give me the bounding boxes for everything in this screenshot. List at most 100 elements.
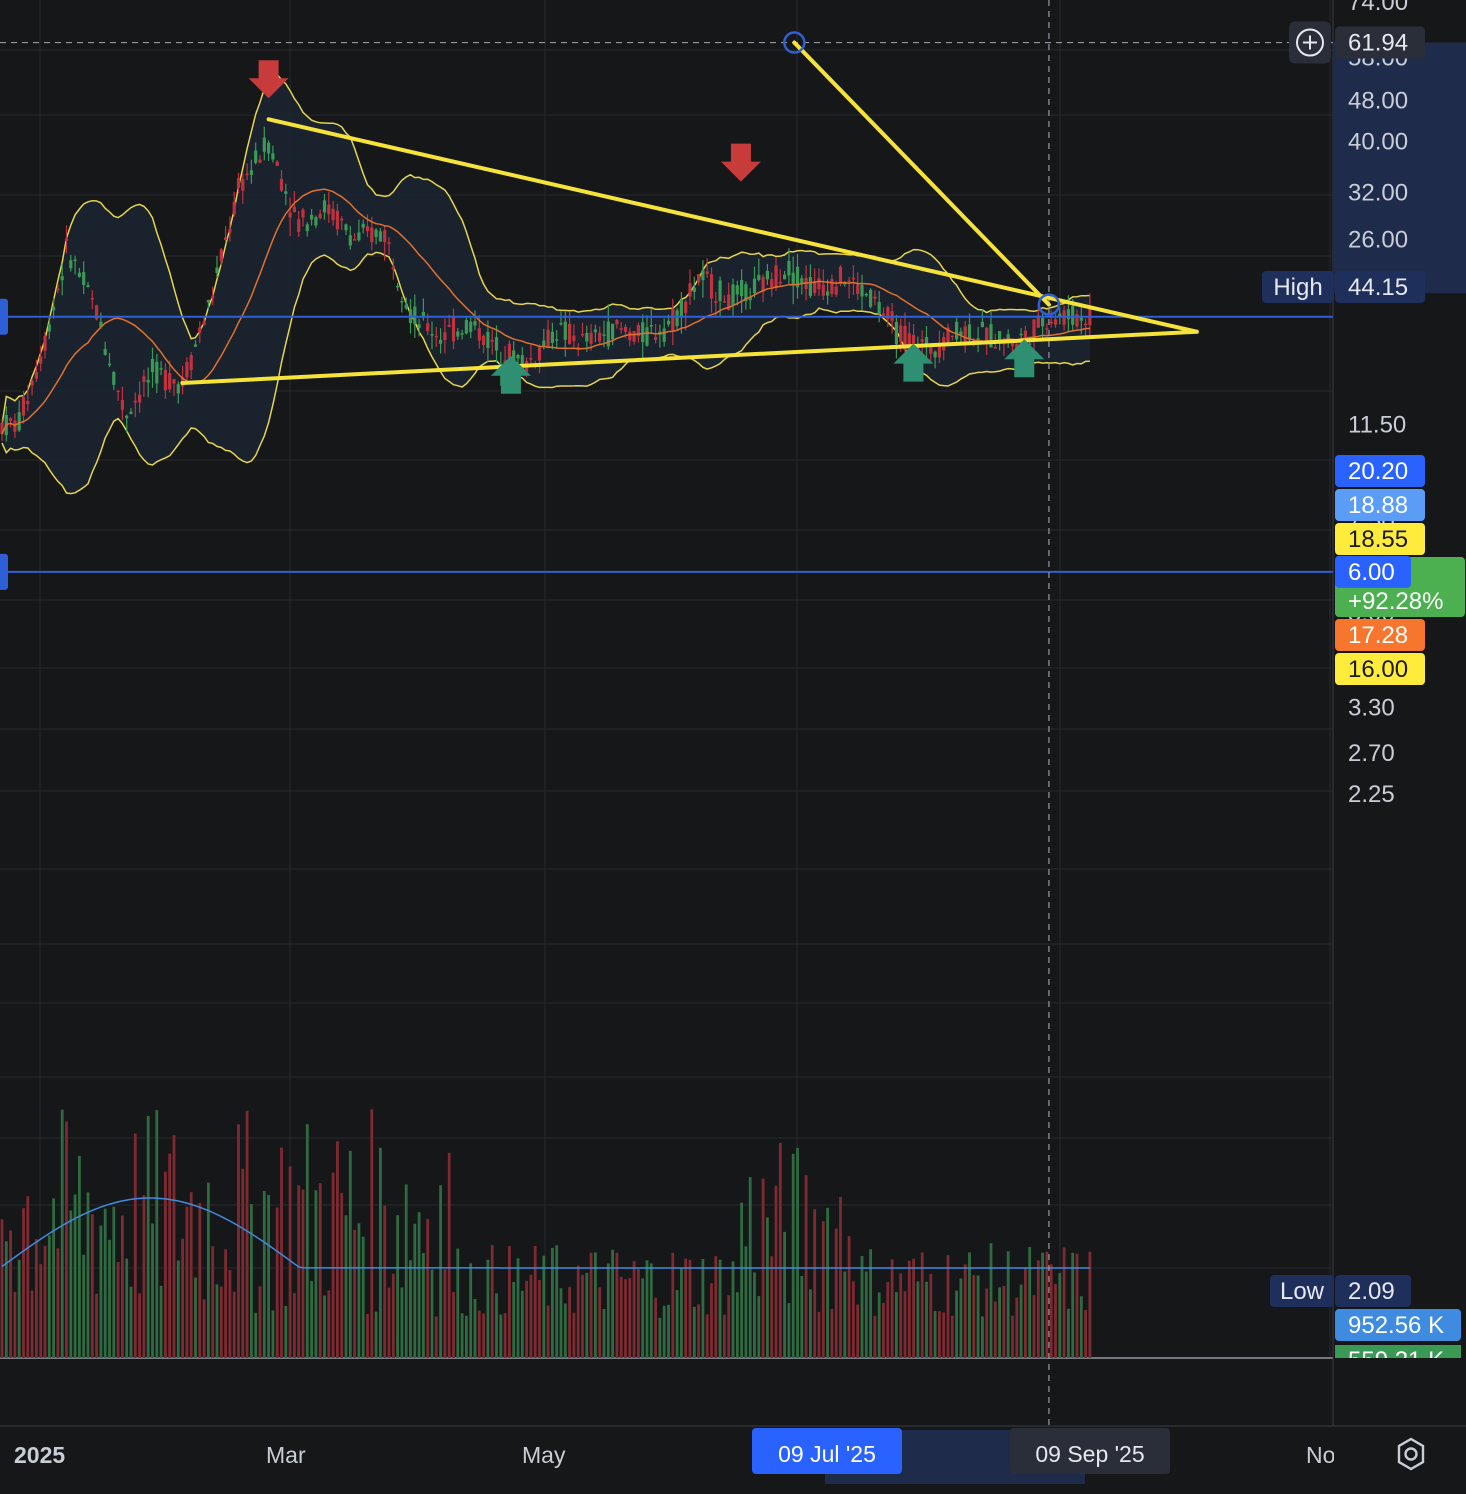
arrow-up-icon[interactable] — [893, 343, 934, 382]
volume-bar — [219, 1286, 223, 1358]
volume-bar — [82, 1254, 86, 1358]
volume-bar — [1058, 1273, 1062, 1358]
volume-bar — [327, 1290, 331, 1358]
volume-last-value: 559.21 K — [1348, 1347, 1444, 1374]
candle-body — [288, 212, 292, 218]
arrow-down-icon[interactable] — [248, 60, 289, 99]
volume-bar — [778, 1142, 782, 1358]
price-label-bb-mid — [1335, 489, 1425, 521]
volume-bar — [146, 1116, 150, 1358]
volume-bar — [731, 1261, 735, 1358]
volume-bar — [993, 1301, 997, 1358]
candle-body — [778, 281, 782, 284]
trendline-lower-support[interactable] — [180, 329, 1199, 385]
candle-body — [976, 338, 980, 341]
volume-bar — [804, 1175, 808, 1358]
candle-body — [417, 324, 421, 328]
volume-bar — [151, 1223, 154, 1358]
candle-body — [267, 142, 271, 154]
volume-bar — [138, 1293, 141, 1358]
volume-bar — [538, 1279, 541, 1358]
y-tick-label: 32.00 — [1348, 179, 1408, 206]
volume-bar — [1011, 1315, 1014, 1358]
candle-body — [279, 178, 284, 191]
volume-bar — [293, 1293, 296, 1358]
x-label-bg — [752, 1428, 902, 1474]
candle-body — [718, 280, 722, 301]
trendline-projection[interactable] — [792, 40, 1051, 307]
trendline-handle[interactable] — [1037, 293, 1061, 316]
volume-bar — [495, 1293, 498, 1358]
arrow-up-icon[interactable] — [1004, 339, 1045, 378]
candle-body — [387, 242, 391, 245]
candle-body — [224, 237, 228, 240]
drawings[interactable] — [0, 0, 1333, 1426]
candle-body — [959, 331, 963, 336]
volume-bar — [525, 1280, 528, 1358]
candle-body — [413, 306, 417, 325]
band-upper-line — [1, 73, 1090, 426]
trendline-handle[interactable] — [783, 31, 806, 54]
candle-body — [894, 321, 898, 345]
volume-bar — [826, 1207, 829, 1358]
volume-bar — [619, 1276, 623, 1358]
plus-circle-icon[interactable] — [1289, 21, 1331, 64]
candle-body — [998, 331, 1002, 344]
candle-body — [172, 379, 176, 384]
volume-bar — [852, 1281, 855, 1358]
volume-bar — [336, 1141, 339, 1358]
price-label-text: 16.00 — [1348, 656, 1408, 683]
horizontal-line-handle[interactable] — [0, 298, 8, 335]
candle-body — [856, 284, 860, 294]
volume-bar — [465, 1315, 468, 1358]
candle-body — [155, 361, 159, 384]
volume-bar — [654, 1297, 657, 1358]
candle-body — [189, 355, 193, 371]
candle-body — [615, 320, 619, 325]
candle-body — [851, 277, 855, 280]
y-tick-label: 3.30 — [1348, 694, 1395, 721]
horizontal-line-handle[interactable] — [0, 553, 8, 590]
arrow-up-icon[interactable] — [490, 355, 531, 394]
price-axis[interactable]: 58.0026.002.2590.0074.0048.0040.0032.001… — [1334, 0, 1466, 808]
candle-body — [340, 218, 344, 221]
candle-body — [1028, 343, 1032, 345]
gear-icon[interactable] — [1390, 1433, 1432, 1475]
candle-body — [469, 321, 473, 332]
volume-bar — [241, 1168, 245, 1358]
volume-bar — [413, 1223, 417, 1358]
volume-bar — [611, 1249, 614, 1358]
candle-body — [456, 331, 460, 337]
candle-body — [275, 161, 279, 167]
volume-bar — [555, 1245, 559, 1358]
x-tick-label: May — [522, 1442, 566, 1468]
candle-body — [185, 362, 189, 378]
volume-bar — [39, 1264, 43, 1358]
candle-body — [748, 297, 752, 301]
arrow-down-icon[interactable] — [720, 143, 761, 182]
x-highlight-label: 09 Jul '25 — [778, 1441, 876, 1467]
candle-body — [619, 328, 623, 330]
low-label: Low — [1280, 1278, 1325, 1305]
candle-body — [1084, 323, 1088, 326]
candle-body — [838, 266, 843, 284]
volume-bar — [391, 1273, 395, 1358]
candle-body — [150, 358, 155, 373]
volume-bar — [232, 1291, 236, 1358]
candle-body — [365, 226, 370, 232]
volume-bar — [542, 1255, 546, 1358]
volume-bar — [847, 1236, 851, 1358]
candle-body — [228, 228, 232, 233]
volume-bar — [568, 1287, 571, 1358]
candle-body — [383, 230, 387, 243]
candle-body — [731, 284, 735, 306]
candle-body — [348, 235, 352, 246]
candle-body — [688, 283, 692, 297]
volume-bar — [658, 1317, 662, 1358]
candle-body — [26, 400, 30, 405]
volume-bar — [1015, 1297, 1019, 1358]
candle-body — [215, 267, 219, 273]
volume-bar — [907, 1260, 911, 1358]
